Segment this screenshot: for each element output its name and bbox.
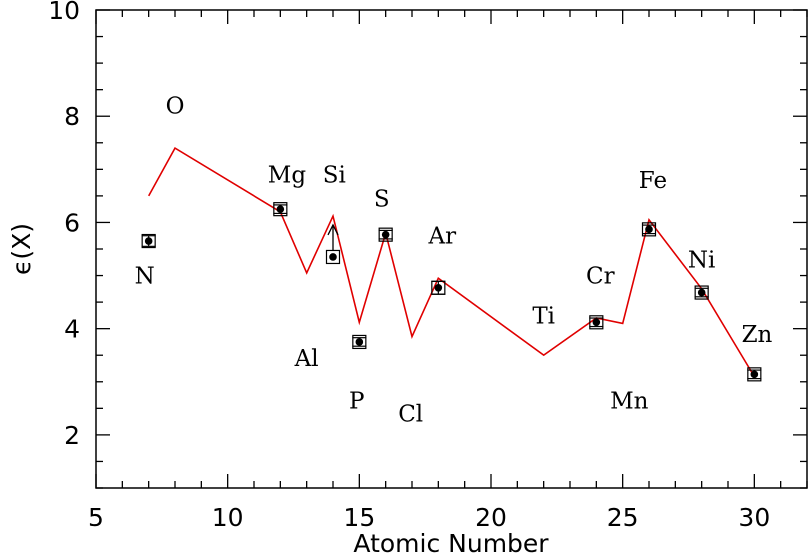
element-label: Ti [532,303,555,329]
axis-ticks [95,9,808,489]
y-tick-label: 8 [64,102,80,131]
x-axis-title: Atomic Number [353,529,549,556]
point-box [589,315,604,330]
point-box [694,285,709,300]
point-marker [276,205,285,213]
point-marker [355,338,364,346]
point-box [378,227,393,242]
element-label: N [135,264,155,290]
point-marker [434,283,443,292]
point-marker [645,225,653,234]
y-tick-label: 2 [64,421,80,450]
limit-arrow-head [327,223,339,236]
element-label: Ar [427,224,456,250]
element-label: Si [323,163,346,189]
x-tick-label: 30 [738,503,770,532]
x-tick-label: 15 [343,503,375,532]
data-point [694,285,709,300]
element-label: Ni [688,248,715,274]
element-label: Al [294,346,319,372]
element-label: P [349,388,364,414]
point-box [747,367,762,382]
point-marker [144,237,153,245]
element-label: Cl [398,402,423,428]
element-labels: N O Mg Si S Ar Al P Cl Ti Cr Mn Fe Ni Zn [135,94,773,428]
element-label: Cr [586,264,615,290]
data-point [352,334,367,350]
data-point [747,367,762,382]
data-point [641,222,657,237]
data-point [431,280,446,295]
point-marker [381,230,390,239]
element-label: Mg [268,163,307,189]
point-box [641,222,657,237]
x-tick-label: 20 [475,503,507,532]
element-label: Fe [639,168,667,194]
point-marker [750,370,759,379]
y-tick-label: 4 [64,315,80,344]
y-tick-label: 6 [64,208,80,237]
data-point [141,233,156,249]
point-box [141,233,156,249]
x-tick-label: 5 [88,503,104,532]
element-label: Zn [742,322,773,348]
data-point [325,223,341,265]
x-tick-label: 10 [212,503,244,532]
point-marker [697,288,706,297]
point-box [352,334,367,350]
model-line [147,146,755,377]
element-label: S [374,187,390,213]
point-marker [592,318,601,327]
y-tick-label: 10 [48,0,80,25]
axis-tick-labels: 5 10 15 20 25 30 2 4 6 8 10 [48,0,770,532]
data-point [378,227,393,242]
data-points [141,202,762,382]
element-label: O [166,94,185,120]
point-box [273,202,288,217]
data-point [589,315,604,330]
y-axis-title: ϵ(X) [7,223,36,275]
data-point [273,202,288,217]
x-tick-label: 25 [607,503,639,532]
point-marker [329,253,337,261]
element-label: Mn [610,388,649,414]
